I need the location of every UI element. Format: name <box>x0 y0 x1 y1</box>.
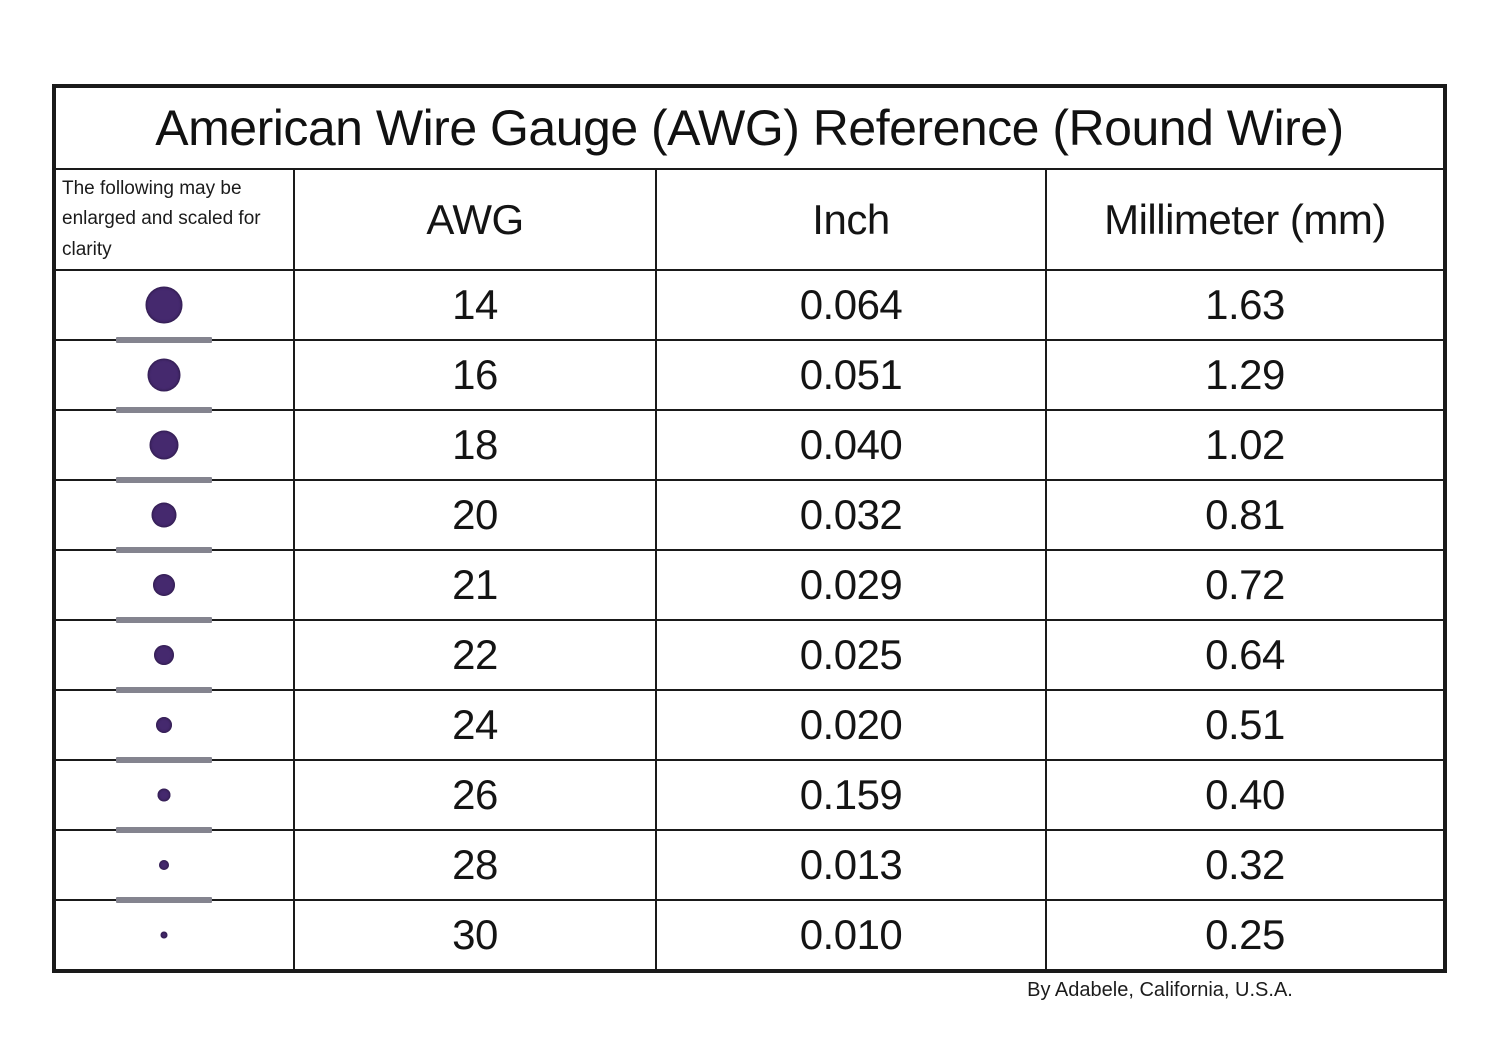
inch-value-cell: 0.025 <box>657 621 1045 689</box>
dot-cell <box>56 761 293 833</box>
inch-value-cell: 0.032 <box>657 481 1045 549</box>
wire-size-dot <box>149 430 179 460</box>
dot-cell <box>56 341 293 413</box>
wire-size-dot <box>153 645 174 665</box>
scale-underline <box>115 547 212 553</box>
inch-value-cell: 0.159 <box>657 761 1045 829</box>
awg-value-cell: 26 <box>295 761 655 829</box>
mm-value-cell: 0.64 <box>1047 621 1443 689</box>
wire-size-dot <box>147 358 181 392</box>
note-cell: The following may be enlarged and scaled… <box>56 170 293 269</box>
credit-text: By Adabele, California, U.S.A. <box>1027 979 1293 1001</box>
scale-underline <box>115 337 212 343</box>
awg-value-cell: 18 <box>295 411 655 479</box>
mm-value-cell: 0.40 <box>1047 761 1443 829</box>
dot-cell <box>56 901 293 969</box>
inch-value-cell: 0.020 <box>657 691 1045 759</box>
awg-value-cell: 21 <box>295 551 655 619</box>
note-line-3: clarity <box>62 238 112 260</box>
scale-underline <box>115 757 212 763</box>
scale-underline <box>115 827 212 833</box>
awg-value-cell: 20 <box>295 481 655 549</box>
dot-cell <box>56 481 293 553</box>
mm-value-cell: 0.32 <box>1047 831 1443 899</box>
dot-cell <box>56 551 293 623</box>
note-line-1: The following may be <box>62 177 242 199</box>
table-title: American Wire Gauge (AWG) Reference (Rou… <box>56 88 1443 168</box>
dot-cell <box>56 411 293 483</box>
awg-value-cell: 30 <box>295 901 655 969</box>
awg-reference-table: American Wire Gauge (AWG) Reference (Rou… <box>52 84 1447 973</box>
mm-value-cell: 1.29 <box>1047 341 1443 409</box>
wire-size-dot <box>157 788 171 802</box>
dot-cell <box>56 691 293 763</box>
mm-value-cell: 0.81 <box>1047 481 1443 549</box>
mm-value-cell: 0.25 <box>1047 901 1443 969</box>
awg-value-cell: 14 <box>295 271 655 339</box>
table-grid: American Wire Gauge (AWG) Reference (Rou… <box>56 88 1443 969</box>
col-header-awg: AWG <box>295 170 655 269</box>
scale-underline <box>115 687 212 693</box>
wire-size-dot <box>145 286 183 324</box>
wire-size-dot <box>152 574 175 596</box>
inch-value-cell: 0.051 <box>657 341 1045 409</box>
awg-value-cell: 22 <box>295 621 655 689</box>
dot-cell <box>56 831 293 903</box>
inch-value-cell: 0.040 <box>657 411 1045 479</box>
mm-value-cell: 1.63 <box>1047 271 1443 339</box>
scale-underline <box>115 477 212 483</box>
wire-size-dot <box>160 931 168 939</box>
inch-value-cell: 0.029 <box>657 551 1045 619</box>
inch-value-cell: 0.013 <box>657 831 1045 899</box>
awg-value-cell: 28 <box>295 831 655 899</box>
mm-value-cell: 0.51 <box>1047 691 1443 759</box>
note-line-2: enlarged and scaled for <box>62 208 261 230</box>
mm-value-cell: 0.72 <box>1047 551 1443 619</box>
scale-underline <box>115 407 212 413</box>
awg-value-cell: 24 <box>295 691 655 759</box>
wire-size-dot <box>155 717 172 733</box>
wire-size-dot <box>158 860 169 870</box>
scale-underline <box>115 897 212 903</box>
dot-cell <box>56 621 293 693</box>
col-header-inch: Inch <box>657 170 1045 269</box>
inch-value-cell: 0.064 <box>657 271 1045 339</box>
awg-value-cell: 16 <box>295 341 655 409</box>
inch-value-cell: 0.010 <box>657 901 1045 969</box>
dot-cell <box>56 271 293 343</box>
col-header-mm: Millimeter (mm) <box>1047 170 1443 269</box>
scale-underline <box>115 617 212 623</box>
wire-size-dot <box>151 502 177 528</box>
mm-value-cell: 1.02 <box>1047 411 1443 479</box>
